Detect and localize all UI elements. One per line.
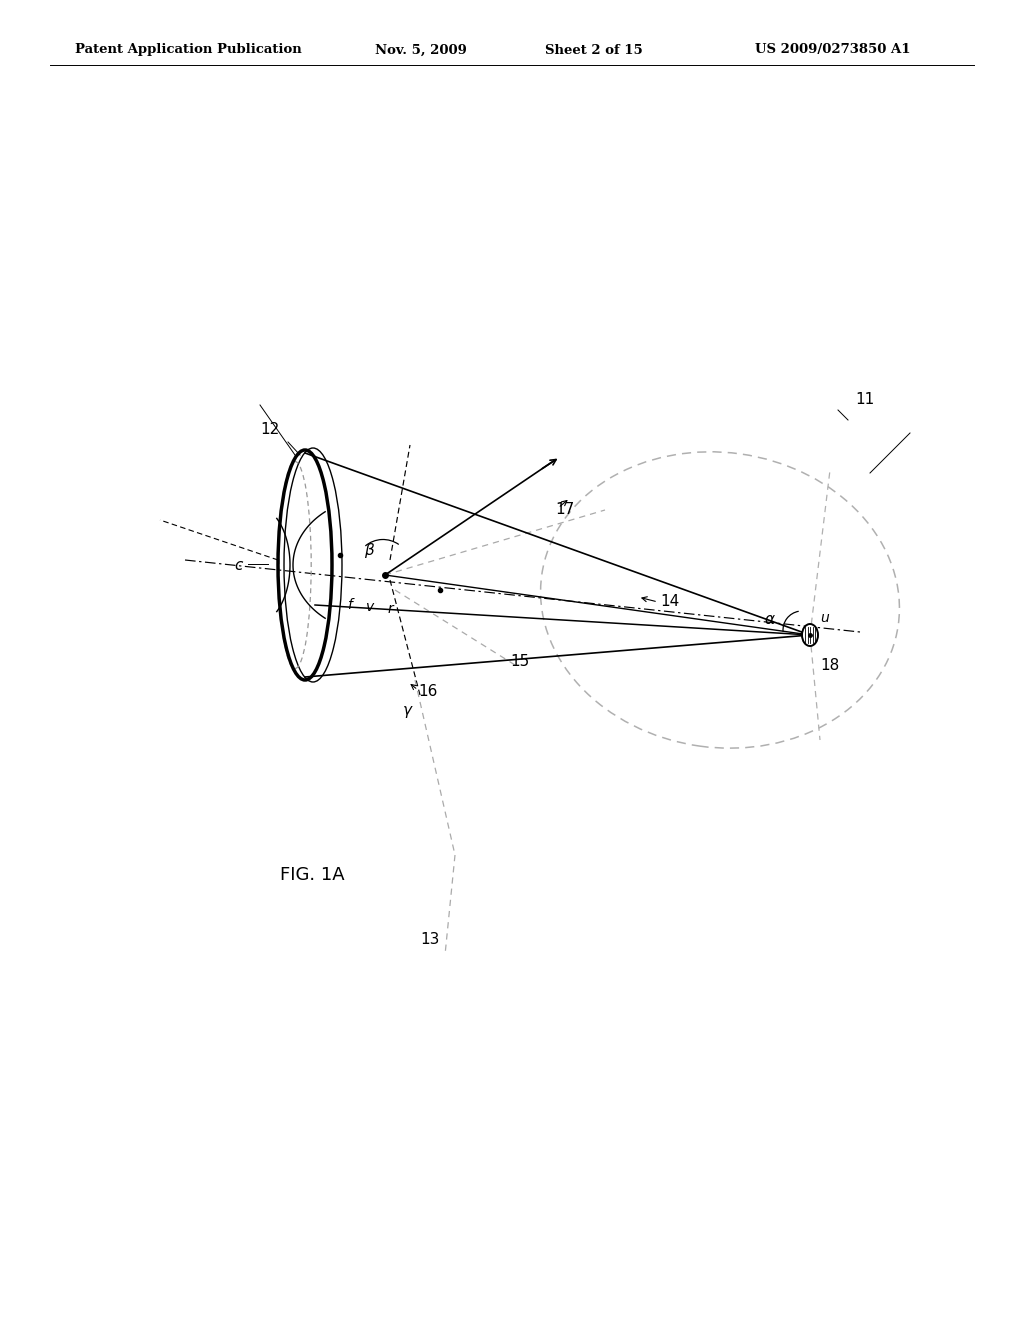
Text: v: v [366, 601, 374, 614]
Text: 14: 14 [660, 594, 679, 610]
Text: 18: 18 [820, 657, 840, 672]
Text: 12: 12 [260, 422, 280, 437]
Text: r: r [387, 602, 393, 616]
Text: 17: 17 [555, 503, 574, 517]
Text: Nov. 5, 2009: Nov. 5, 2009 [375, 44, 467, 57]
Text: 13: 13 [420, 932, 439, 948]
Ellipse shape [802, 624, 818, 645]
Text: c: c [233, 557, 243, 573]
Text: FIG. 1A: FIG. 1A [280, 866, 345, 884]
Text: 15: 15 [510, 655, 529, 669]
Text: Patent Application Publication: Patent Application Publication [75, 44, 302, 57]
Text: 16: 16 [418, 685, 437, 700]
Text: Sheet 2 of 15: Sheet 2 of 15 [545, 44, 643, 57]
Text: 11: 11 [855, 392, 874, 408]
Text: US 2009/0273850 A1: US 2009/0273850 A1 [755, 44, 910, 57]
Text: $\alpha$: $\alpha$ [764, 612, 776, 627]
Text: u: u [820, 611, 829, 624]
Text: $\gamma$: $\gamma$ [402, 704, 414, 719]
Text: f: f [347, 598, 352, 612]
Text: $\beta$: $\beta$ [365, 540, 376, 560]
